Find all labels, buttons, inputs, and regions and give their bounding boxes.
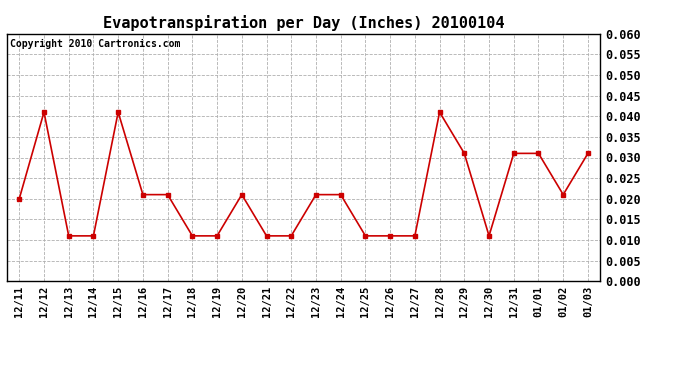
Title: Evapotranspiration per Day (Inches) 20100104: Evapotranspiration per Day (Inches) 2010…: [103, 15, 504, 31]
Text: Copyright 2010 Cartronics.com: Copyright 2010 Cartronics.com: [10, 39, 180, 49]
